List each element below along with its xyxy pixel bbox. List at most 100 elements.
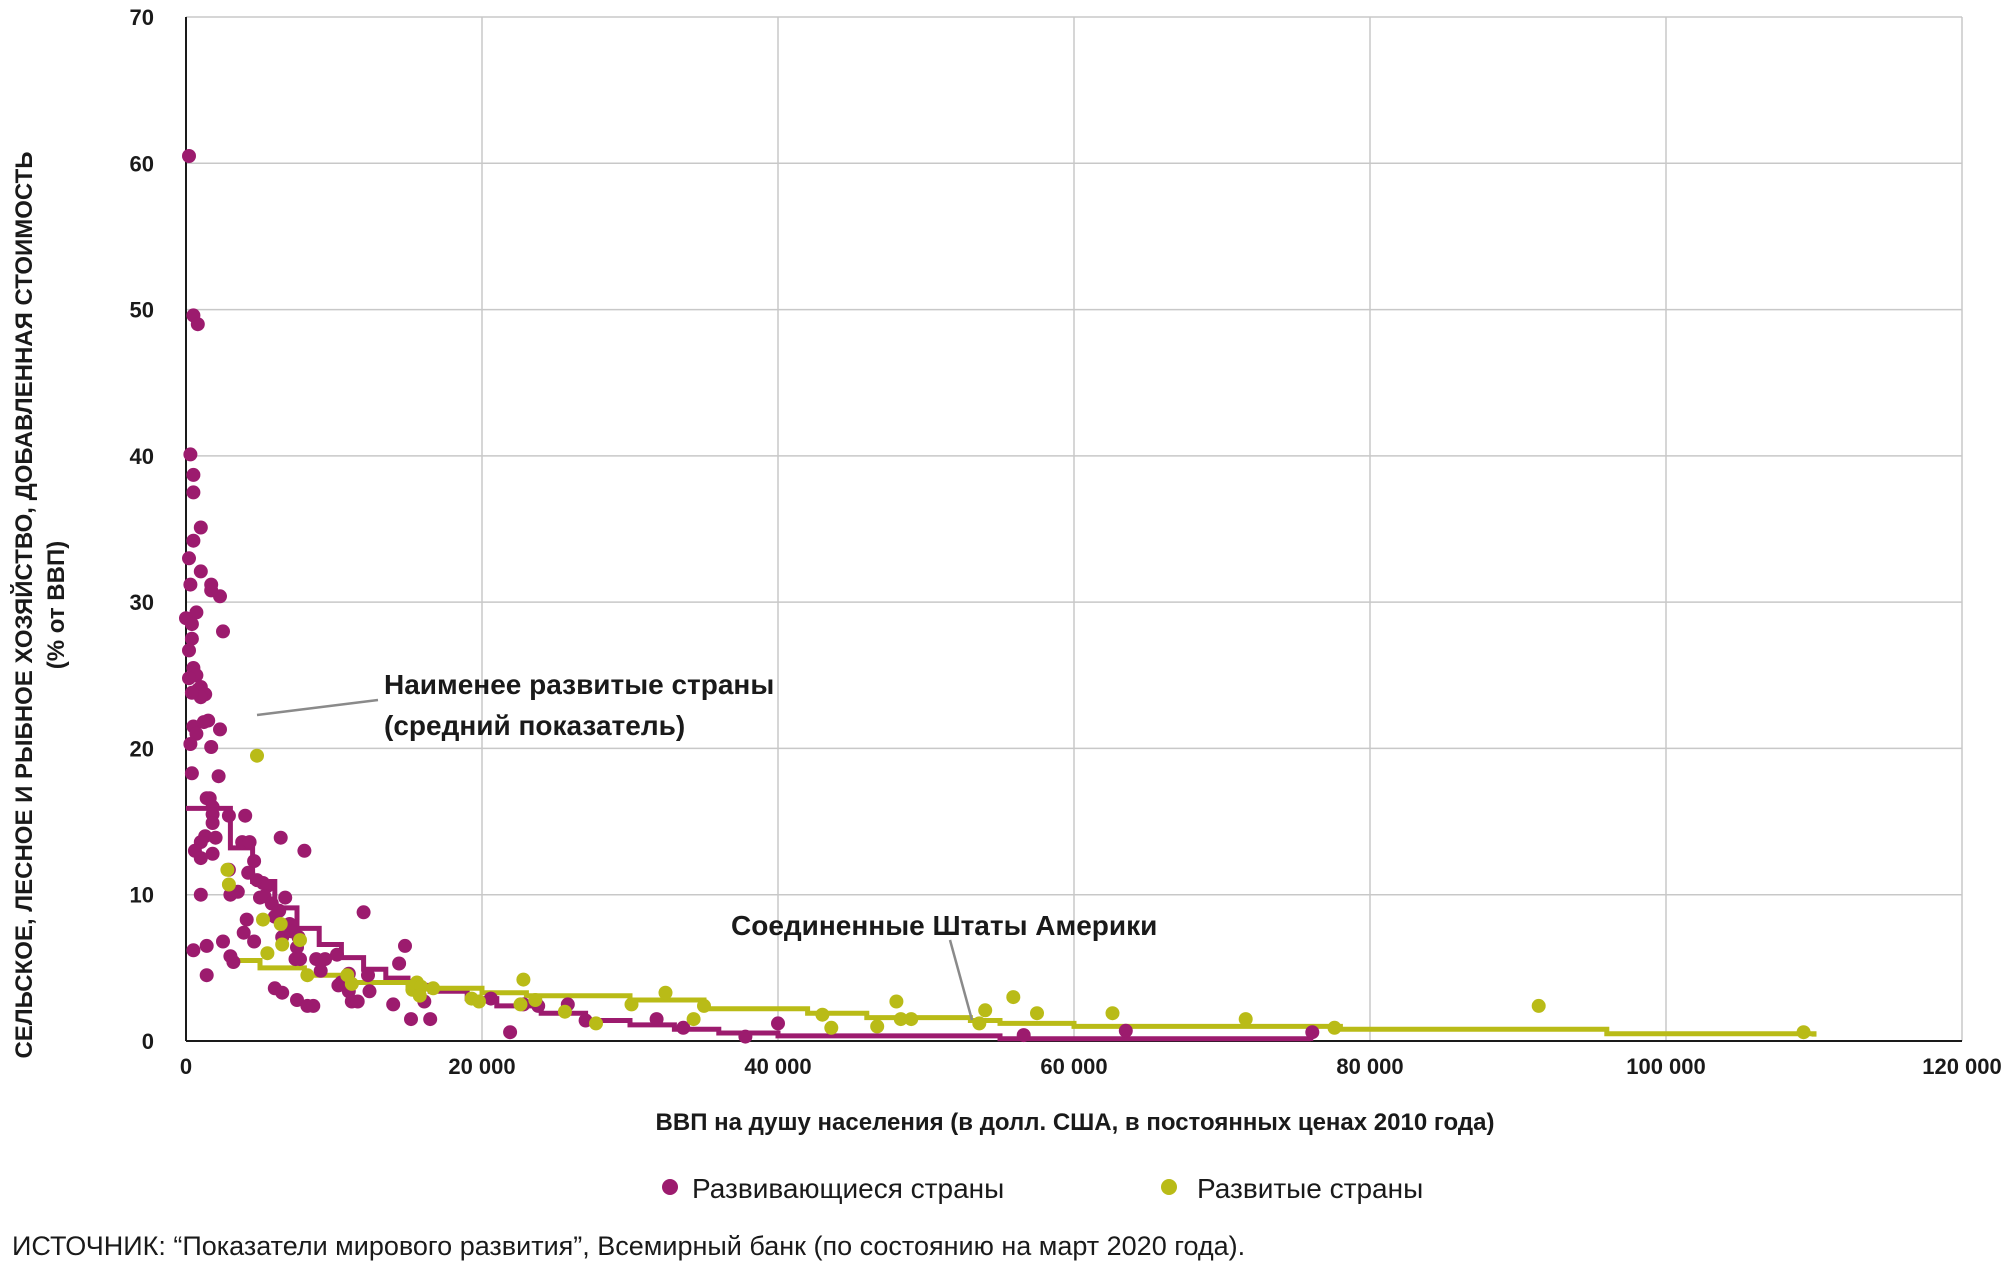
x-tick-label: 20 000 <box>448 1054 515 1079</box>
developing-country-point <box>483 991 498 1006</box>
developing-country-point <box>183 577 198 592</box>
developed-country-point <box>1796 1025 1811 1040</box>
y-tick-label: 0 <box>142 1029 154 1054</box>
developing-country-point <box>272 903 287 918</box>
developing-country-point <box>199 938 214 953</box>
legend-label-developing: Развивающиеся страны <box>692 1173 1004 1204</box>
y-axis-title-line1: СЕЛЬСКОЕ, ЛЕСНОЕ И РЫБНОЕ ХОЗЯЙСТВО, ДОБ… <box>10 151 38 1058</box>
developing-country-point <box>238 808 253 823</box>
developing-country-point <box>211 769 226 784</box>
developing-country-point <box>184 685 199 700</box>
developing-country-point <box>1016 1028 1031 1043</box>
developing-country-point <box>208 830 223 845</box>
developed-country-point <box>1238 1012 1253 1027</box>
legend-marker-developed <box>1161 1179 1177 1195</box>
developing-country-point <box>290 993 304 1007</box>
developing-country-point <box>196 715 211 730</box>
developing-country-point <box>273 830 288 845</box>
tick-labels: 0 10 20 30 40 50 60 70 0 20 000 40 000 60 000 80 000… <box>130 5 2002 1079</box>
developed-country-point <box>426 981 441 996</box>
developing-country-point <box>1305 1025 1320 1040</box>
developed-country-point <box>870 1019 885 1034</box>
developed-country-point <box>1531 998 1546 1013</box>
x-axis-title: ВВП на душу населения (в долл. США, в по… <box>656 1109 1495 1136</box>
x-tick-label: 100 000 <box>1626 1054 1706 1079</box>
developing-country-point <box>182 671 196 686</box>
developing-country-point <box>204 740 219 754</box>
developed-country-point <box>1327 1020 1342 1035</box>
developing-country-point <box>226 955 241 969</box>
developing-country-point <box>398 938 412 953</box>
x-tick-label: 0 <box>180 1054 192 1079</box>
developing-country-point <box>189 605 204 620</box>
developed-country-point <box>260 946 275 961</box>
developing-country-point <box>184 617 199 632</box>
least-developed-label-line1: Наименее развитые страны <box>384 669 774 700</box>
y-tick-label: 50 <box>130 298 154 323</box>
developed-country-point <box>273 917 288 931</box>
developing-country-point <box>193 520 208 535</box>
developing-country-point <box>293 952 307 967</box>
developing-country-point <box>313 963 328 978</box>
developed-country-point <box>815 1007 830 1022</box>
y-tick-label: 40 <box>130 444 154 469</box>
developing-country-point <box>356 905 371 920</box>
developing-country-point <box>190 317 205 332</box>
developing-country-point <box>284 924 299 939</box>
developed-country-point <box>220 862 235 877</box>
developing-country-point <box>193 564 208 579</box>
x-tick-label: 60 000 <box>1040 1054 1107 1079</box>
developing-country-point <box>331 978 346 993</box>
legend-label-developed: Развитые страны <box>1197 1173 1423 1204</box>
developing-country-point <box>247 934 262 949</box>
developed-country-point <box>293 933 307 948</box>
grid <box>186 16 1963 1041</box>
y-tick-label: 70 <box>130 5 154 30</box>
developed-country-point <box>1105 1006 1120 1021</box>
y-tick-label: 30 <box>130 590 154 615</box>
developing-country-point <box>216 624 230 639</box>
developed-country-point <box>275 937 290 952</box>
developed-country-point <box>472 994 486 1009</box>
developed-country-point <box>624 997 639 1012</box>
developing-country-point <box>1118 1023 1133 1038</box>
developing-country-point <box>186 533 201 548</box>
developing-country-point <box>738 1029 753 1044</box>
usa-label: Соединенные Штаты Америки <box>731 910 1157 941</box>
developed-country-point <box>824 1020 839 1035</box>
developing-country-point <box>186 943 201 958</box>
developed-country-point <box>1006 990 1021 1005</box>
developing-country-point <box>318 952 333 967</box>
developing-country-point <box>649 1012 664 1027</box>
developed-country-point <box>557 1004 572 1019</box>
y-tick-label: 20 <box>130 736 154 761</box>
developing-country-point <box>362 984 377 999</box>
legend: Развивающиеся страны Развитые страны <box>662 1173 1423 1204</box>
developing-country-point <box>182 149 196 163</box>
developed-country-point <box>697 998 711 1013</box>
developing-country-point <box>247 854 262 869</box>
developing-country-point <box>404 1012 418 1027</box>
developing-country-point <box>242 835 257 850</box>
developing-country-point <box>350 994 365 1009</box>
developing-country-point <box>392 956 407 971</box>
developed-country-point <box>889 994 904 1009</box>
developing-country-point <box>361 968 375 983</box>
developing-country-point <box>236 925 251 940</box>
developed-country-point <box>1030 1006 1044 1021</box>
developing-country-point <box>297 843 312 858</box>
developing-country-point <box>199 968 214 983</box>
least-developed-label-line2: (средний показатель) <box>384 710 685 741</box>
x-tick-label: 40 000 <box>744 1054 811 1079</box>
developed-country-point <box>658 985 673 1000</box>
developed-country-point <box>528 993 543 1007</box>
y-axis-title: СЕЛЬСКОЕ, ЛЕСНОЕ И РЫБНОЕ ХОЗЯЙСТВО, ДОБ… <box>10 151 70 1058</box>
developed-country-point <box>344 976 359 991</box>
annotations: Наименее развитые страны (средний показа… <box>256 669 1157 1021</box>
developing-country-point <box>182 643 196 658</box>
developed-country-point <box>412 988 427 1003</box>
developing-country-point <box>182 551 196 566</box>
developed-country-point <box>513 997 528 1012</box>
developing-country-point <box>771 1016 785 1031</box>
